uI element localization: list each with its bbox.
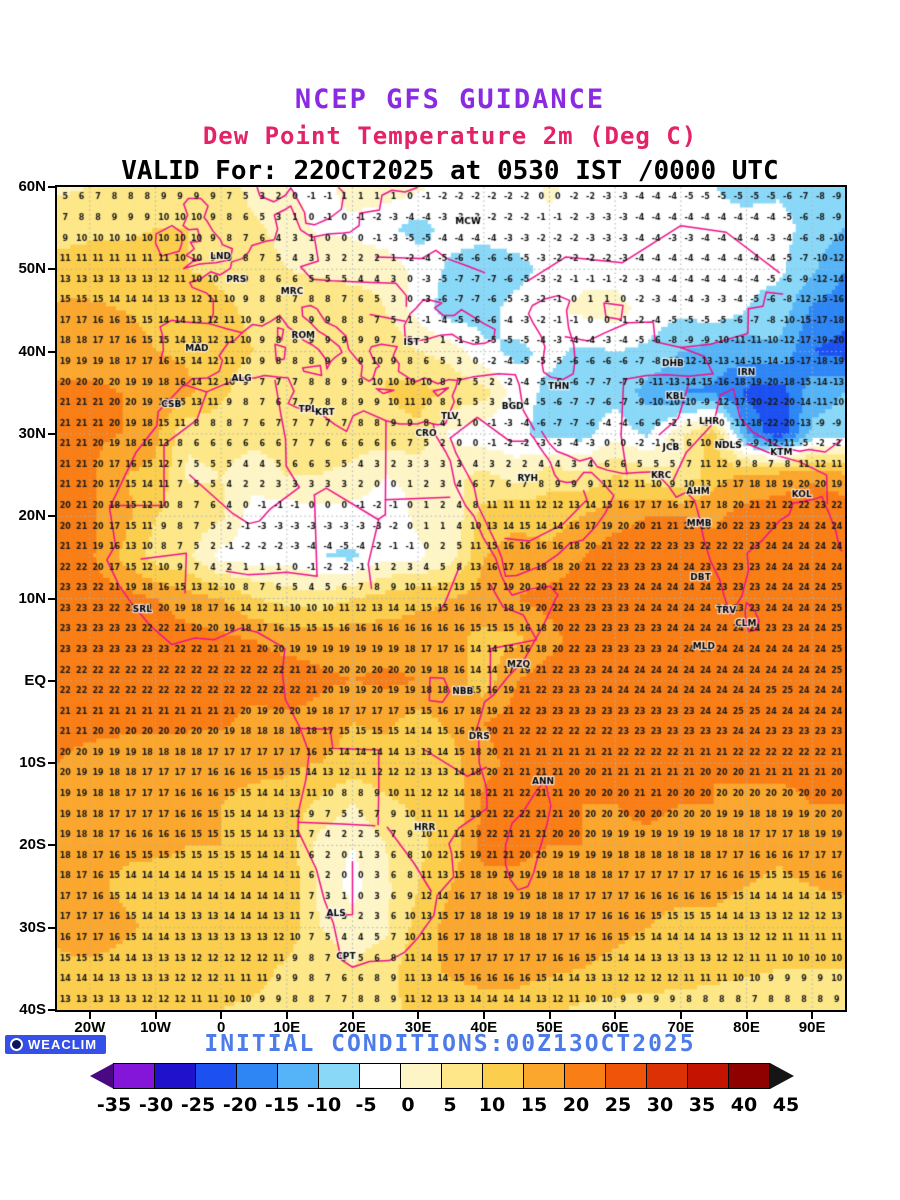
colorbar-tick-label: 5 [443,1094,457,1116]
x-axis-label: 10W [140,1019,171,1036]
x-axis-label: 50E [536,1019,563,1036]
weaclim-logo: WEACLIM [5,1035,107,1054]
dewpoint-map-canvas [57,187,845,1010]
y-axis-tick [48,844,55,847]
map-area [55,185,847,1012]
y-axis-label: 30N [18,424,46,442]
initial-conditions-text: INITIAL CONDITIONS:00Z13OCT2025 [204,1031,696,1057]
colorbar-segment [523,1063,565,1089]
colorbar-tick-label: -35 [96,1094,132,1116]
x-axis-label: 80E [733,1019,760,1036]
colorbar-segment [236,1063,278,1089]
valid-time-title: VALID For: 22OCT2025 at 0530 IST /0000 U… [121,156,779,186]
x-axis-label: 70E [667,1019,695,1036]
y-axis-label: 40S [19,1001,46,1018]
x-axis-tick [88,1012,91,1019]
colorbar-segment [359,1063,401,1089]
x-axis-tick [482,1012,485,1019]
weaclim-logo-icon [10,1038,23,1051]
colorbar-tick-label: 40 [730,1094,758,1116]
colorbar-segment [400,1063,442,1089]
colorbar-tick-label: -20 [222,1094,258,1116]
y-axis-label: 20N [18,507,46,525]
y-axis-tick [48,186,55,188]
colorbar-tick-label: 25 [604,1094,632,1116]
y-axis-label: 10S [19,754,46,772]
x-axis-tick [745,1012,748,1019]
x-axis-tick [285,1012,288,1019]
y-axis-tick [48,268,55,271]
colorbar-tick-label: -30 [138,1094,174,1116]
colorbar-tick-label: 20 [562,1094,590,1116]
colorbar-segment [646,1063,688,1089]
colorbar-segment [113,1063,155,1089]
colorbar-tick-label: -5 [355,1094,377,1116]
colorbar-right-arrow [770,1063,794,1089]
x-axis-tick [679,1012,682,1019]
y-axis-tick [48,762,55,765]
weaclim-logo-text: WEACLIM [28,1037,98,1052]
y-axis-tick [48,432,55,435]
x-axis-label: 20E [339,1019,366,1036]
x-axis-tick [351,1012,354,1019]
colorbar-tick-label: -25 [180,1094,216,1116]
y-axis-label: 50N [18,260,46,278]
x-axis-label: 60E [601,1019,629,1036]
colorbar-segment [277,1063,319,1089]
x-axis-tick [614,1012,617,1019]
x-axis-tick [220,1012,223,1019]
colorbar-tick-label: 45 [772,1094,800,1116]
colorbar-tick-label: 10 [478,1094,506,1116]
y-axis-tick [48,515,55,518]
x-axis-label: 90E [798,1019,826,1036]
x-axis-label: 0 [216,1019,226,1036]
y-axis-label: 60N [18,178,46,195]
colorbar-tick-label: 30 [646,1094,674,1116]
colorbar-tick-label: 35 [688,1094,716,1116]
colorbar-segment [605,1063,647,1089]
colorbar-segment [564,1063,606,1089]
y-axis-tick [48,679,55,682]
model-title: NCEP GFS GUIDANCE [294,84,606,115]
colorbar-tick-label: -15 [264,1094,300,1116]
x-axis-label: 30E [404,1019,432,1036]
colorbar: -35 -30 -25 -20 -15 -10 -5 0 5 10 15 20 25 30 35 40 45 [90,1063,810,1119]
x-axis-tick [811,1012,814,1019]
colorbar-row [90,1063,810,1089]
x-axis-label: 40E [470,1019,498,1036]
y-axis-label: 20S [19,836,46,854]
field-title: Dew Point Temperature 2m (Deg C) [202,122,698,150]
x-axis-tick [548,1012,551,1019]
colorbar-tick-label: 15 [520,1094,548,1116]
y-axis-tick [48,350,55,353]
y-axis-label: EQ [24,671,46,689]
x-axis-label: 20W [74,1019,106,1036]
colorbar-segment [687,1063,729,1089]
colorbar-tick-label: 0 [401,1094,415,1116]
y-axis-label: 10N [18,589,46,607]
y-axis-label: 30S [19,918,46,936]
colorbar-left-arrow [90,1063,114,1089]
colorbar-segment [728,1063,770,1089]
y-axis-tick [48,926,55,929]
y-axis-label: 40N [18,342,46,360]
colorbar-tick-label: -10 [306,1094,342,1116]
y-axis-tick [48,1009,55,1011]
colorbar-segment [482,1063,524,1089]
x-axis-label: 10E [273,1019,301,1036]
x-axis-tick [154,1012,157,1019]
x-axis-tick [417,1012,420,1019]
colorbar-segment [195,1063,237,1089]
colorbar-segment [318,1063,360,1089]
y-axis-tick [48,597,55,600]
colorbar-segment [154,1063,196,1089]
colorbar-segment [441,1063,483,1089]
